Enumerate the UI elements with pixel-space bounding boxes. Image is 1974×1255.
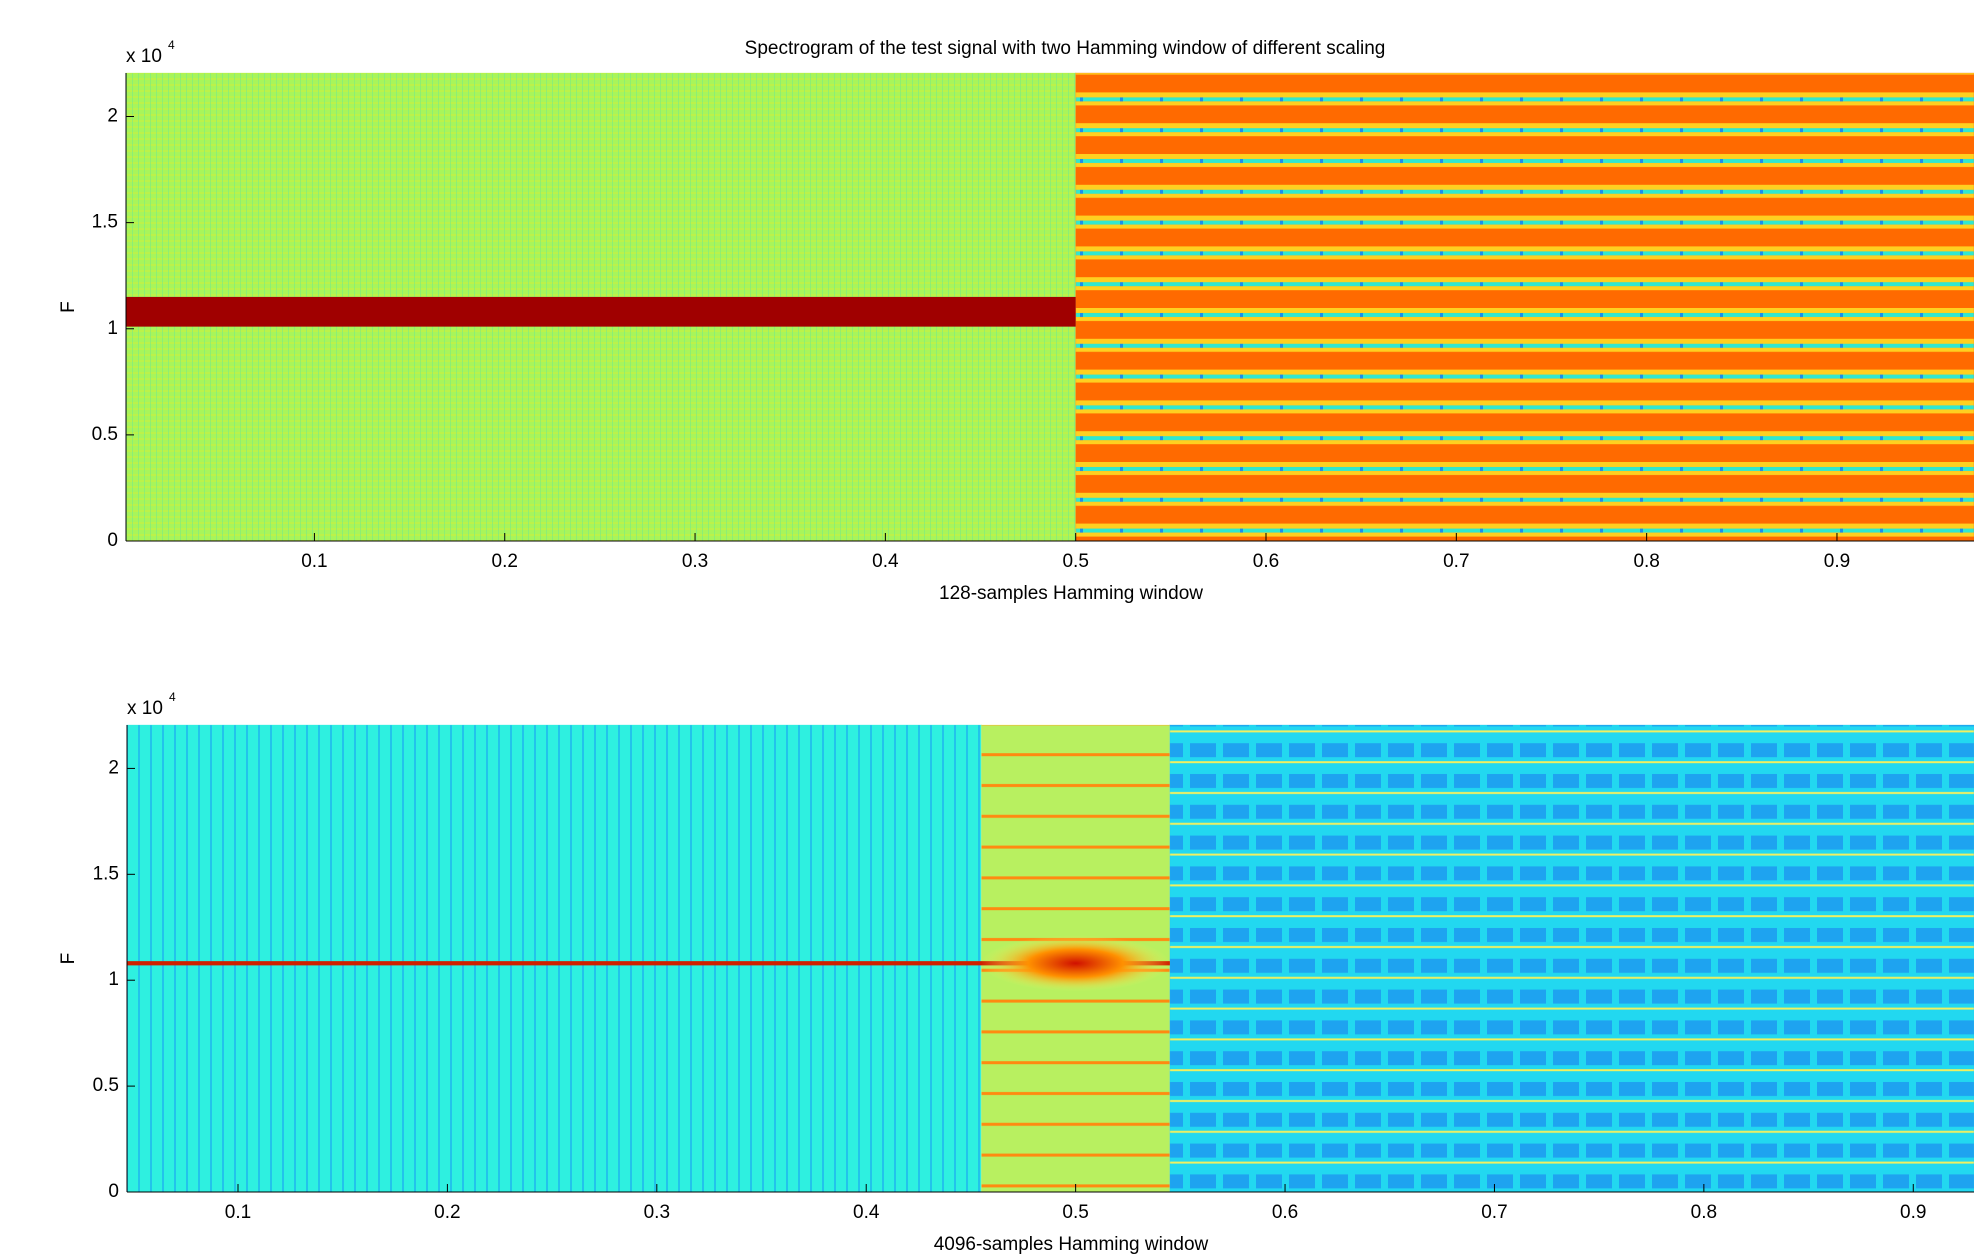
tone-blob — [981, 935, 1170, 992]
x-tick-label: 0.1 — [301, 551, 327, 572]
y-scale-exponent: 4 — [168, 38, 175, 52]
x-tick-label: 0.2 — [492, 551, 518, 572]
x-tick-label: 0.5 — [1062, 551, 1088, 572]
y-tick-label: 0.5 — [93, 1075, 119, 1096]
x-tick-label: 0.3 — [644, 1202, 670, 1223]
y-scale-exponent: 4 — [169, 690, 176, 704]
x-tick-label: 0.8 — [1691, 1202, 1717, 1223]
y-tick-label: 2 — [107, 106, 118, 127]
tone-band — [126, 296, 1076, 327]
y-tick-label: 2 — [108, 757, 119, 778]
y-tick-label: 0 — [107, 530, 118, 551]
y-tick-label: 1 — [108, 969, 119, 990]
y-tick-label: 1.5 — [93, 863, 119, 884]
x-tick-label: 0.4 — [872, 551, 899, 572]
chart-title: Spectrogram of the test signal with two … — [745, 38, 1386, 59]
x-tick-label: 0.8 — [1633, 551, 1659, 572]
x-tick-label: 0.9 — [1900, 1202, 1926, 1223]
y-scale-label: x 10 — [126, 46, 162, 67]
x-tick-label: 0.6 — [1272, 1202, 1298, 1223]
x-axis-label: 4096-samples Hamming window — [934, 1234, 1209, 1255]
x-axis-label: 128-samples Hamming window — [939, 583, 1203, 604]
y-tick-label: 1 — [107, 318, 118, 339]
y-scale-label: x 10 — [127, 698, 163, 719]
x-tick-label: 0.7 — [1481, 1202, 1507, 1223]
x-tick-label: 0.9 — [1824, 551, 1850, 572]
x-tick-label: 0.7 — [1443, 551, 1469, 572]
x-tick-label: 0.1 — [225, 1202, 251, 1223]
x-tick-label: 0.4 — [853, 1202, 880, 1223]
x-tick-label: 0.5 — [1062, 1202, 1088, 1223]
spectrogram-region — [126, 724, 982, 1193]
y-axis-label: F — [58, 301, 79, 313]
x-tick-label: 0.6 — [1253, 551, 1279, 572]
tone-band — [127, 961, 1170, 966]
y-axis-label: F — [58, 953, 79, 965]
spectrogram-region — [1075, 72, 1974, 542]
x-tick-label: 0.3 — [682, 551, 708, 572]
spectrogram-region — [1169, 724, 1974, 1193]
y-tick-label: 1.5 — [92, 212, 118, 233]
y-tick-label: 0 — [108, 1181, 119, 1202]
y-tick-label: 0.5 — [92, 424, 118, 445]
x-tick-label: 0.2 — [434, 1202, 460, 1223]
